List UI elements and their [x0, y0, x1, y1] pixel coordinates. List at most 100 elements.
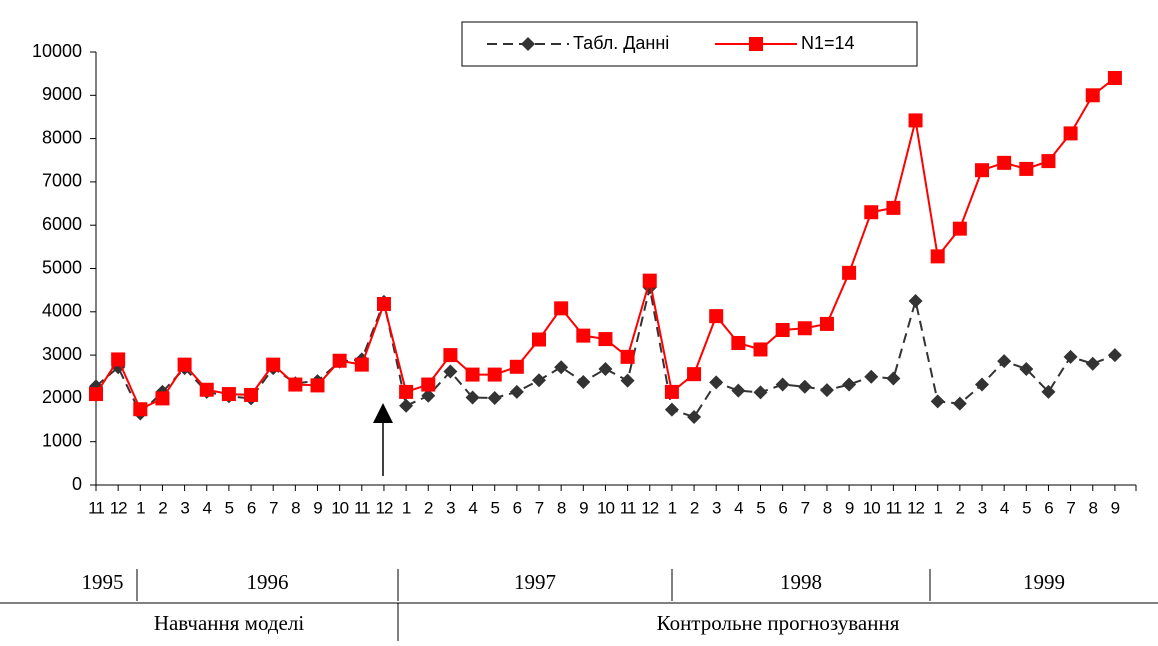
point — [376, 297, 391, 312]
y-tick-label: 1000 — [42, 430, 82, 450]
y-tick-label: 8000 — [42, 127, 82, 147]
point — [443, 348, 458, 363]
point — [487, 390, 502, 405]
x-tick-label: 3 — [978, 498, 987, 517]
point — [487, 367, 502, 382]
point — [753, 342, 768, 357]
y-tick-label: 7000 — [42, 171, 82, 191]
point — [819, 316, 834, 331]
point — [288, 377, 303, 392]
point — [443, 364, 458, 379]
x-tick-label: 1 — [136, 498, 145, 517]
point — [598, 361, 613, 376]
point — [997, 155, 1012, 170]
point — [532, 332, 546, 347]
point — [155, 391, 170, 406]
x-tick-label: 3 — [712, 498, 721, 517]
year-label: 1999 — [1023, 570, 1065, 594]
x-tick-label: 7 — [535, 498, 544, 517]
point — [864, 205, 879, 220]
x-tick-label: 10 — [597, 498, 614, 517]
point — [554, 360, 569, 375]
x-tick-label: 12 — [907, 498, 924, 517]
x-tick-label: 1 — [668, 498, 677, 517]
point — [775, 322, 790, 337]
y-tick-label: 6000 — [42, 214, 82, 234]
point — [664, 402, 679, 417]
point — [749, 37, 763, 51]
point — [753, 385, 768, 400]
series-line — [95, 77, 1116, 411]
point — [864, 369, 879, 384]
x-tick-label: 8 — [291, 498, 300, 517]
x-tick-label: 3 — [180, 498, 189, 517]
point — [1107, 70, 1122, 85]
point — [1019, 361, 1034, 376]
point — [221, 387, 236, 402]
x-tick-label: 6 — [778, 498, 787, 517]
point — [598, 332, 613, 347]
x-tick-label: 12 — [375, 498, 392, 517]
x-tick-label: 6 — [513, 498, 522, 517]
point — [1041, 384, 1056, 399]
point — [177, 357, 192, 372]
phase-label: Навчання моделі — [154, 611, 305, 635]
x-tick-label: 1 — [933, 498, 942, 517]
x-tick-label: 2 — [956, 498, 965, 517]
point — [997, 354, 1012, 369]
point — [975, 163, 989, 178]
point — [797, 321, 812, 336]
point — [532, 373, 546, 388]
x-tick-label: 8 — [557, 498, 566, 517]
x-tick-label: 2 — [690, 498, 699, 517]
point — [1085, 356, 1100, 371]
point — [421, 377, 436, 392]
x-tick-label: 2 — [424, 498, 433, 517]
point — [133, 402, 148, 417]
x-tick-label: 4 — [1000, 498, 1009, 517]
point — [664, 384, 679, 399]
point — [521, 37, 535, 51]
x-tick-label: 3 — [446, 498, 455, 517]
x-tick-label: 9 — [845, 498, 854, 517]
x-tick-label: 7 — [801, 498, 810, 517]
point — [908, 293, 923, 308]
arrow-head — [373, 403, 393, 423]
x-tick-label: 2 — [158, 498, 167, 517]
series-line — [95, 287, 1116, 419]
point — [1063, 126, 1078, 141]
point — [1107, 348, 1122, 363]
point — [930, 394, 945, 409]
point — [332, 353, 347, 368]
x-tick-label: 12 — [641, 498, 658, 517]
point — [576, 374, 591, 389]
x-tick-label: 10 — [331, 498, 348, 517]
x-tick-label: 8 — [823, 498, 832, 517]
point — [620, 373, 635, 388]
point — [687, 410, 702, 425]
point — [1085, 88, 1100, 103]
y-tick-label: 2000 — [42, 387, 82, 407]
year-label: 1997 — [514, 570, 556, 594]
x-tick-label: 11 — [620, 498, 636, 517]
point — [465, 367, 480, 382]
x-tick-label: 10 — [863, 498, 880, 517]
x-tick-label: 5 — [756, 498, 765, 517]
x-tick-label: 4 — [203, 498, 212, 517]
x-tick-label: 5 — [1022, 498, 1031, 517]
point — [576, 328, 591, 343]
x-tick-label: 8 — [1089, 498, 1098, 517]
point — [819, 383, 834, 398]
point — [1019, 161, 1034, 176]
x-tick-label: 9 — [579, 498, 588, 517]
point — [731, 383, 746, 398]
point — [731, 335, 746, 350]
point — [952, 396, 967, 411]
point — [842, 265, 857, 280]
x-tick-label: 11 — [886, 498, 902, 517]
point — [199, 382, 214, 397]
legend-label: N1=14 — [801, 33, 855, 53]
y-tick-label: 10000 — [32, 41, 82, 61]
point — [465, 390, 480, 405]
